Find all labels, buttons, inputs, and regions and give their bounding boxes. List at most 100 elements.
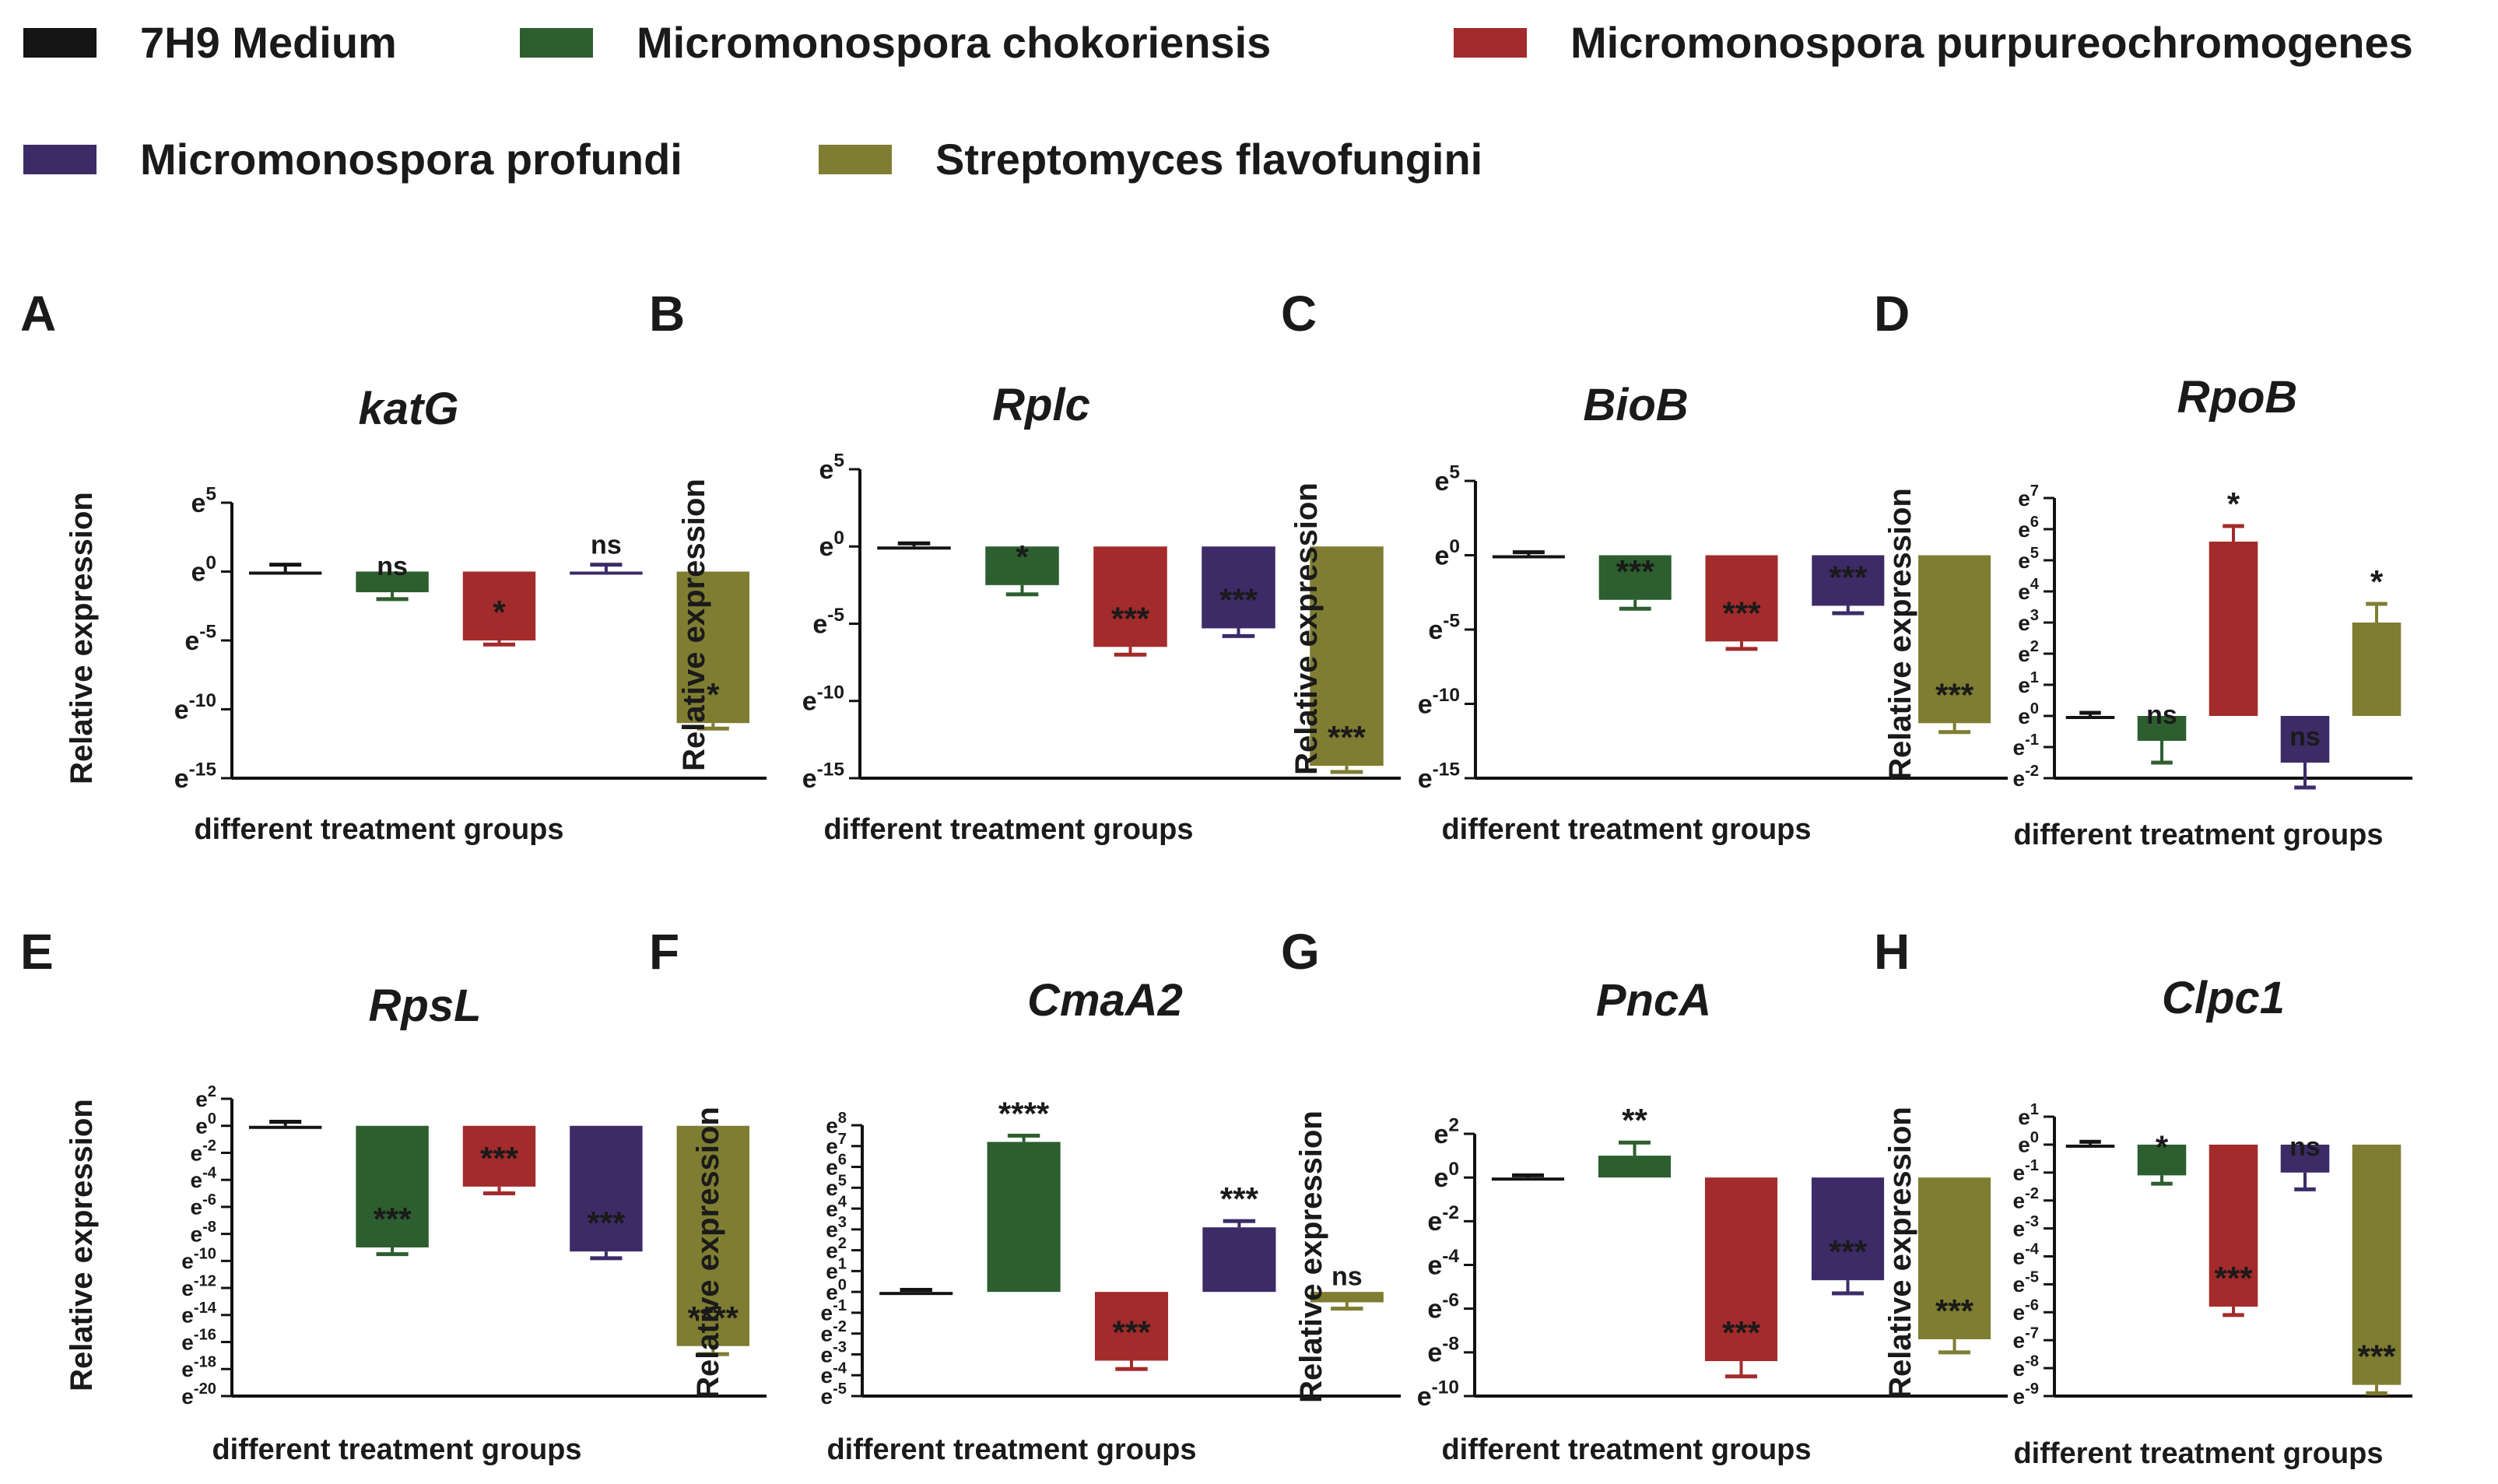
bar-4	[2280, 1144, 2330, 1173]
bar-2	[985, 546, 1059, 585]
bar-1	[877, 546, 951, 550]
y-tick-label: e-2	[190, 1138, 216, 1166]
legend-label: Micromonospora chokoriensis	[637, 18, 1272, 67]
y-axis-label: Relative expression	[691, 1107, 725, 1399]
bar-3	[1094, 1292, 1169, 1361]
legend-item-micromonospora-profundi: Micromonospora profundi	[23, 134, 682, 184]
y-axis-label: Relative expression	[65, 492, 99, 784]
bar-1	[248, 1125, 322, 1129]
significance-label: ***	[587, 1205, 626, 1241]
chart-title: PncA	[1596, 975, 1711, 1026]
significance-label: ***	[480, 1140, 519, 1177]
y-tick-label: e-2	[1427, 1202, 1459, 1237]
bar-5	[1310, 1292, 1384, 1303]
y-tick-label: e4	[2018, 576, 2040, 604]
legend-label: Streptomyces flavofungini	[935, 135, 1483, 184]
y-tick-label: e-5	[1428, 611, 1460, 645]
y-tick-label: e7	[826, 1131, 847, 1159]
significance-label: ns	[1331, 1262, 1363, 1292]
significance-label: ns	[591, 531, 622, 560]
y-tick-label: e-12	[181, 1272, 216, 1300]
y-axis-label: Relative expression	[65, 1099, 99, 1391]
panel-label: E	[20, 924, 54, 980]
y-tick-label: e-1	[2012, 731, 2039, 760]
bar-3	[1705, 555, 1778, 642]
legend-item-micromonospora-chokoriensis: Micromonospora chokoriensis	[520, 17, 1271, 68]
bar-2	[1598, 555, 1672, 600]
bar-5	[676, 571, 750, 724]
bar-1	[248, 571, 322, 575]
y-tick-label: e-10	[1418, 685, 1460, 719]
y-tick-label: e-10	[174, 690, 216, 724]
legend: 7H9 Medium Micromonospora chokoriensis M…	[23, 0, 2498, 202]
panel-label: B	[649, 286, 685, 342]
significance-label: ***	[1111, 600, 1150, 637]
y-tick-label: e1	[2018, 669, 2039, 697]
bar-1	[1491, 1177, 1565, 1181]
y-tick-label: e-4	[190, 1164, 216, 1192]
panel-label: D	[1874, 286, 1910, 342]
bar-1	[2065, 716, 2115, 719]
bar-1	[1492, 555, 1565, 559]
y-tick-label: e-20	[181, 1381, 216, 1409]
x-axis-label: different treatment groups	[823, 813, 1193, 846]
legend-swatch	[23, 144, 96, 174]
y-tick-label: e-8	[1427, 1333, 1459, 1367]
chart-title: Clpc1	[2162, 973, 2285, 1023]
y-tick-label: e-5	[2012, 1269, 2039, 1297]
bar-3	[1704, 1177, 1778, 1362]
significance-label: ***	[1829, 559, 1868, 595]
legend-item-micromonospora-purpureochromogenes: Micromonospora purpureochromogenes	[1454, 17, 2413, 68]
y-tick-label: e-5	[820, 1381, 847, 1409]
bar-2	[356, 1125, 429, 1247]
panel-label: G	[1281, 924, 1320, 980]
y-tick-label: e5	[819, 451, 844, 485]
significance-label: *	[707, 676, 720, 713]
y-tick-label: e-16	[181, 1327, 216, 1355]
chart-title: BioB	[1583, 380, 1688, 430]
x-axis-label: different treatment groups	[826, 1433, 1196, 1466]
significance-label: ***	[1935, 1293, 1974, 1329]
bar-2	[987, 1142, 1061, 1293]
bar-3	[462, 1125, 536, 1187]
chart-title: katG	[359, 384, 459, 434]
y-tick-label: e-10	[1417, 1377, 1459, 1412]
significance-label: ***	[1722, 1314, 1761, 1351]
panel-label: C	[1281, 286, 1317, 342]
legend-label: Micromonospora purpureochromogenes	[1570, 18, 2413, 67]
bar-4	[1202, 1227, 1276, 1293]
x-axis-label: different treatment groups	[1441, 1433, 1811, 1466]
y-axis-label: Relative expression	[1883, 1107, 1917, 1399]
bar-2	[2137, 716, 2187, 741]
y-tick-label: e5	[191, 484, 216, 518]
y-tick-label: e0	[195, 1110, 216, 1138]
y-tick-label: e0	[2018, 1129, 2039, 1157]
significance-label: *	[2227, 486, 2240, 522]
significance-label: ***	[1935, 676, 1974, 713]
x-axis-label: different treatment groups	[2013, 819, 2383, 851]
y-tick-label: e-6	[190, 1191, 216, 1219]
y-tick-label: e-15	[174, 760, 216, 794]
y-tick-label: e7	[2018, 482, 2039, 510]
significance-label: ns	[2146, 700, 2177, 730]
significance-label: *	[493, 594, 506, 630]
significance-label: *	[1016, 539, 1029, 575]
y-tick-label: e-10	[181, 1246, 216, 1274]
legend-item-7h9-medium: 7H9 Medium	[23, 17, 397, 68]
significance-label: ****	[688, 1300, 739, 1336]
bar-3	[2209, 1144, 2258, 1307]
bar-1	[2065, 1144, 2115, 1148]
y-tick-label: e-2	[2012, 763, 2039, 791]
panel-label: F	[649, 924, 679, 980]
significance-label: ns	[2289, 1132, 2321, 1162]
y-tick-label: e-4	[2012, 1241, 2039, 1269]
significance-label: *	[2156, 1128, 2169, 1165]
y-tick-label: e-5	[184, 622, 216, 656]
significance-label: ***	[1829, 1233, 1868, 1270]
legend-swatch	[1454, 27, 1527, 58]
bar-4	[570, 1125, 643, 1252]
significance-label: ***	[2357, 1338, 2396, 1375]
bar-5	[1918, 555, 1991, 724]
legend-label: 7H9 Medium	[140, 18, 397, 67]
